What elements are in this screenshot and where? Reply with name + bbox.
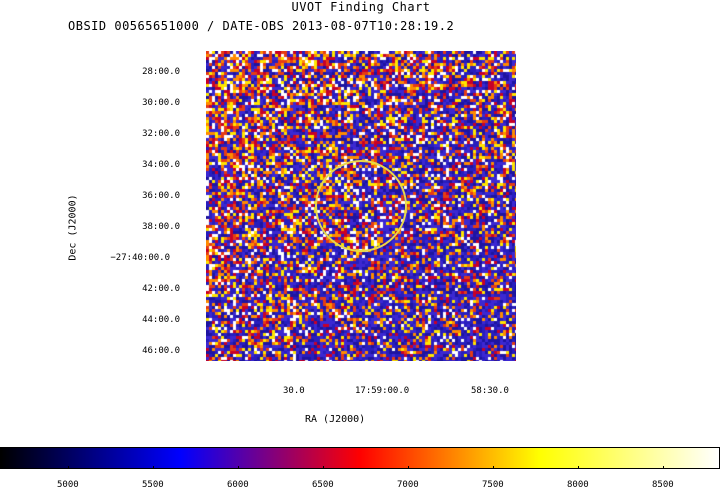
chart-title: UVOT Finding Chart [291, 0, 431, 14]
colorbar-tick-label: 7500 [482, 480, 504, 490]
colorbar-tick-mark [153, 466, 154, 469]
dec-tick-label: 42:00.0 [142, 284, 180, 294]
colorbar-tick-mark [408, 466, 409, 469]
dec-tick-label: 44:00.0 [142, 315, 180, 325]
colorbar-tick-label: 7000 [397, 480, 419, 490]
ra-tick-label: 17:59:00.0 [355, 386, 410, 396]
ra-tick-label: 58:30.0 [471, 386, 509, 396]
colorbar-tick-label: 5000 [57, 480, 79, 490]
chart-subtitle: OBSID 00565651000 / DATE-OBS 2013-08-07T… [68, 19, 455, 33]
source-region-circle [315, 160, 407, 252]
dec-tick-label: 30:00.0 [142, 98, 180, 108]
dec-tick-label: 28:00.0 [142, 67, 180, 77]
colorbar-tick-mark [323, 466, 324, 469]
dec-tick-label: 38:00.0 [142, 222, 180, 232]
ra-tick-label: 30.0 [283, 386, 305, 396]
x-axis-label: RA (J2000) [305, 414, 366, 425]
colorbar-tick-mark [68, 466, 69, 469]
colorbar-tick-mark [493, 466, 494, 469]
colorbar-tick-mark [238, 466, 239, 469]
y-axis-label: Dec (J2000) [67, 194, 79, 261]
colorbar-tick-mark [578, 466, 579, 469]
dec-tick-label: 34:00.0 [142, 160, 180, 170]
dec-tick-label: 46:00.0 [142, 346, 180, 356]
colorbar-tick-label: 6500 [312, 480, 334, 490]
dec-tick-label: 32:00.0 [142, 129, 180, 139]
colorbar-tick-label: 8500 [652, 480, 674, 490]
dec-tick-label: 36:00.0 [142, 191, 180, 201]
colorbar [0, 447, 720, 469]
colorbar-tick-label: 5500 [142, 480, 164, 490]
colorbar-tick-label: 8000 [567, 480, 589, 490]
colorbar-tick-mark [663, 466, 664, 469]
dec-tick-label: −27:40:00.0 [110, 253, 170, 263]
colorbar-tick-label: 6000 [227, 480, 249, 490]
